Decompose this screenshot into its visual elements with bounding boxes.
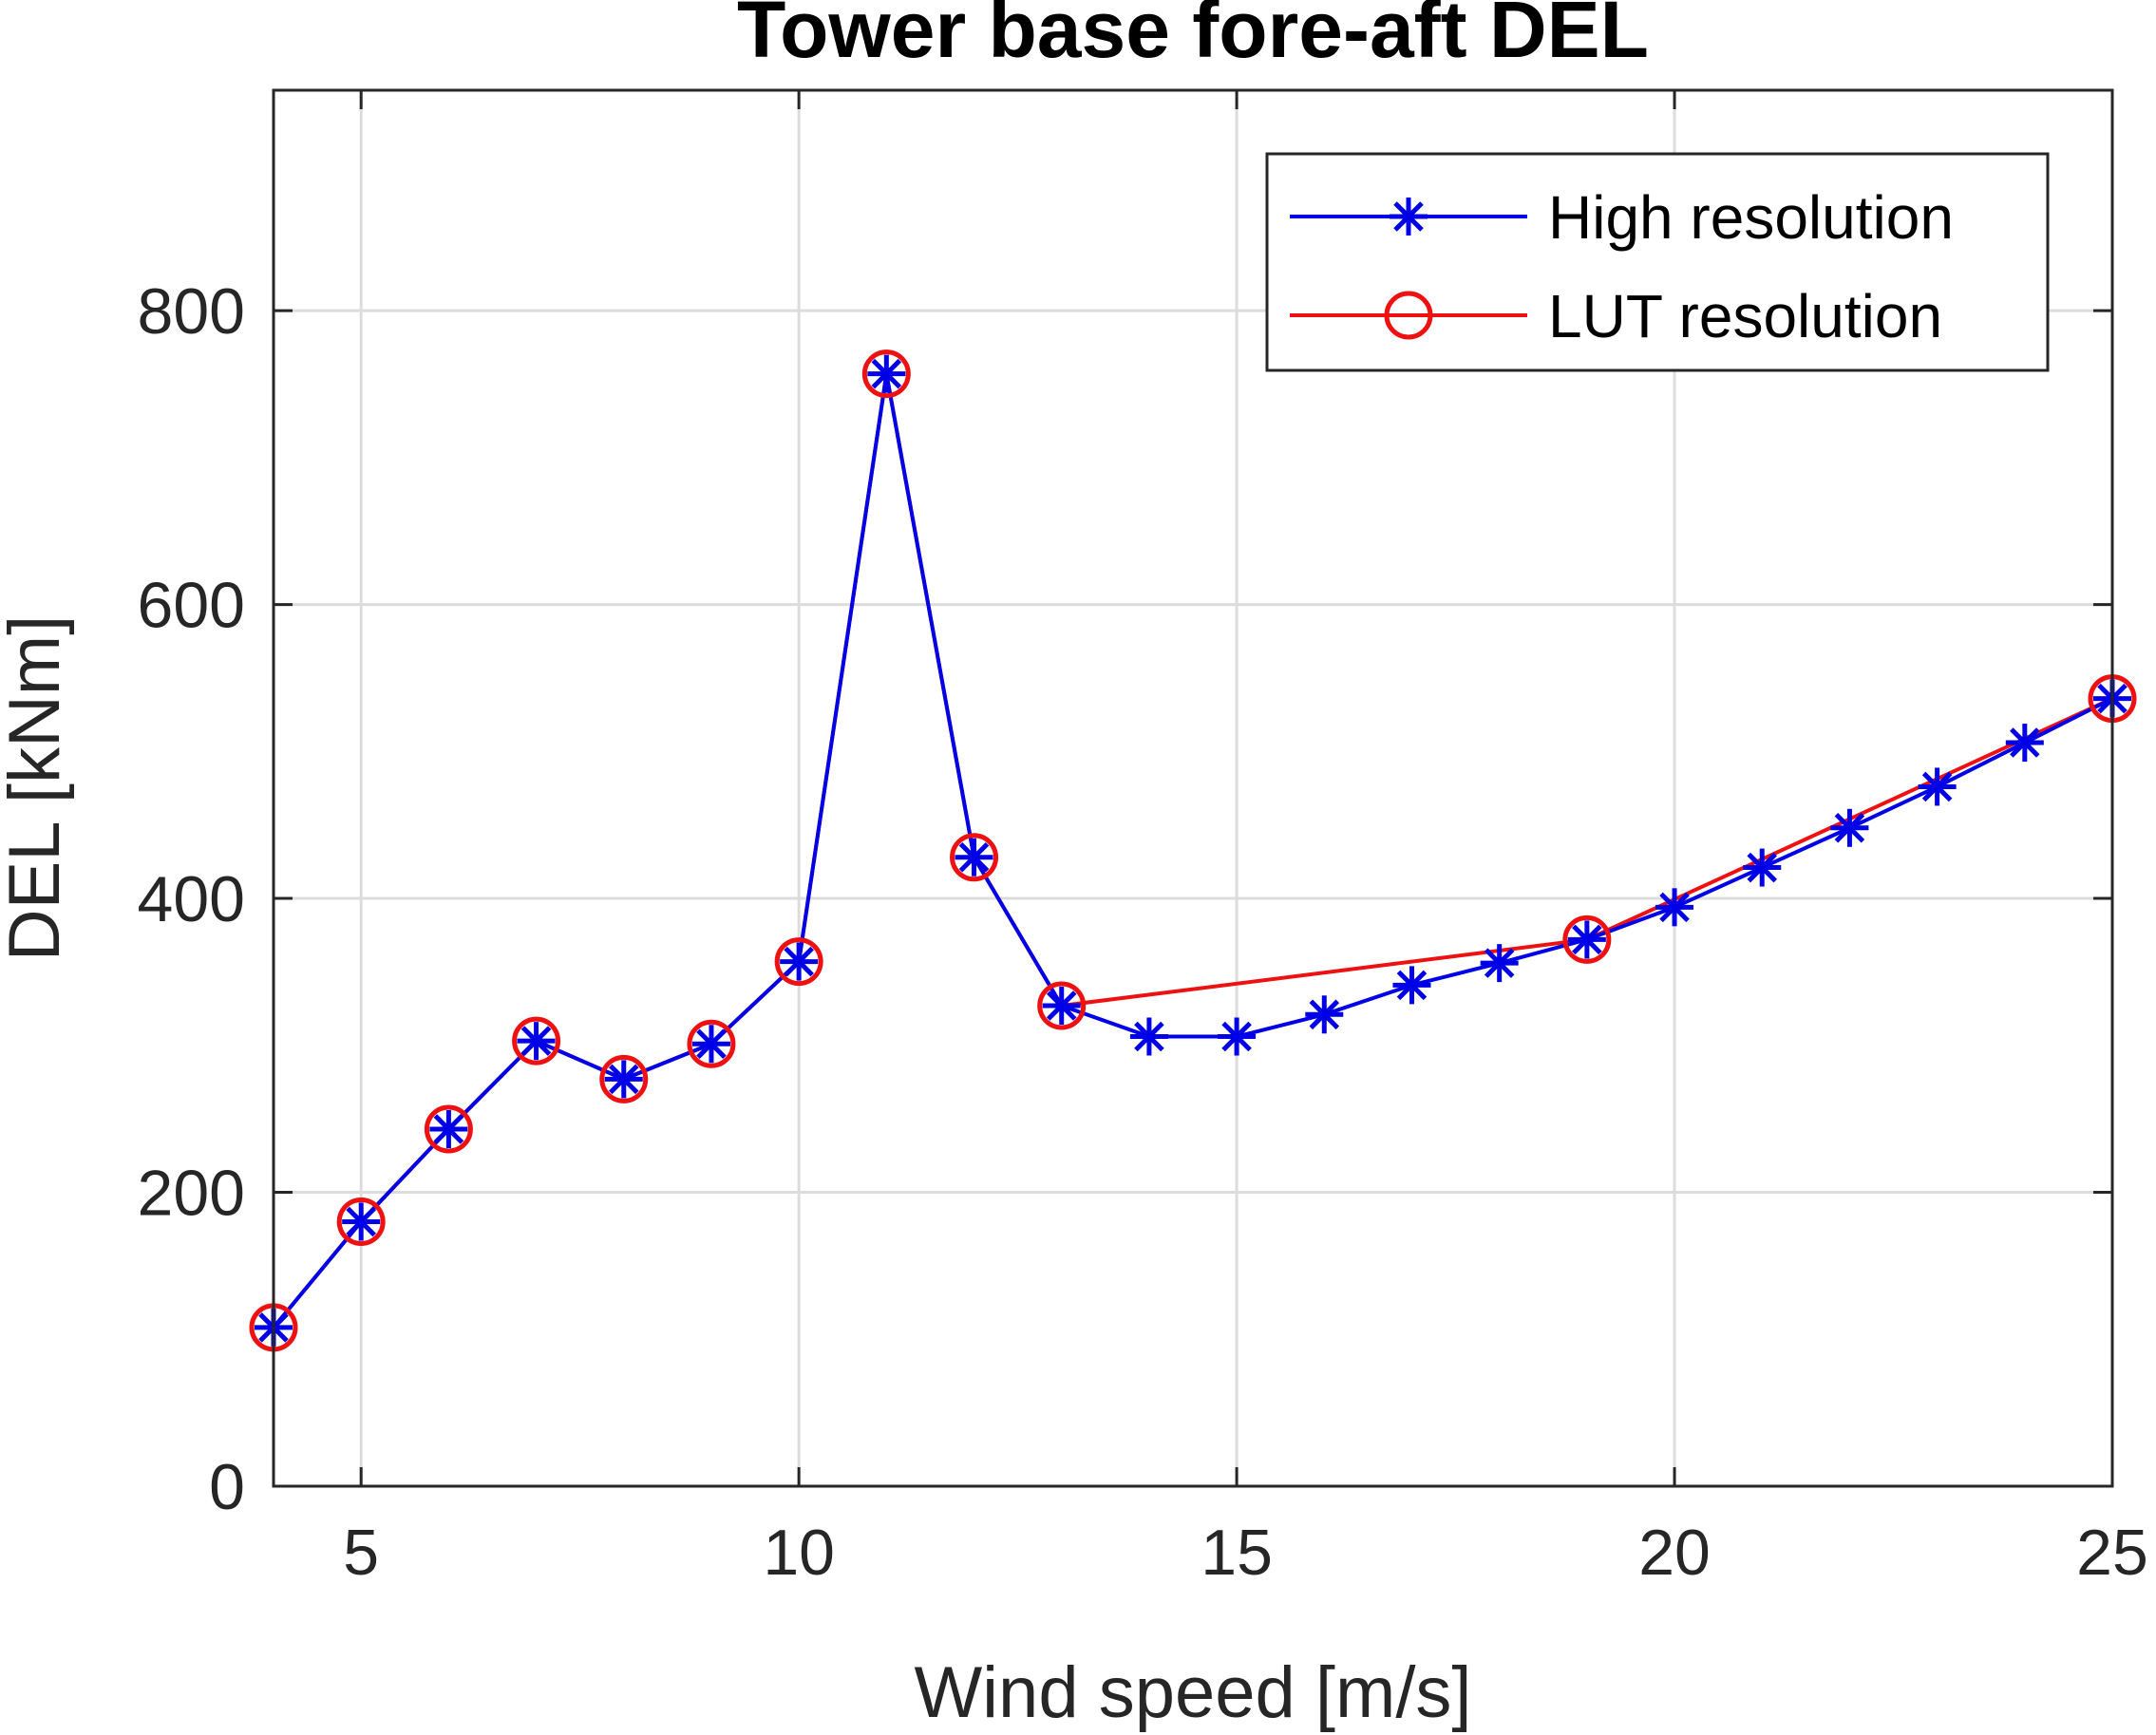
point-high-res-14 <box>1129 1017 1168 1056</box>
point-high-res-5 <box>342 1202 381 1241</box>
legend-circle <box>1384 291 1433 340</box>
legend-marker-lut-resolution <box>1384 291 1433 340</box>
point-high-res-24 <box>2005 724 2044 763</box>
point-high-res-9 <box>691 1025 730 1064</box>
legend-asterisk <box>1390 198 1428 236</box>
point-high-res-17 <box>1392 966 1431 1005</box>
point-high-res-8 <box>604 1060 643 1099</box>
y-tick-label-600: 600 <box>138 570 245 642</box>
point-high-res-11 <box>867 354 906 393</box>
x-tick-label-10: 10 <box>763 1517 835 1589</box>
point-high-res-21 <box>1743 848 1782 887</box>
point-high-res-13 <box>1042 987 1081 1026</box>
plot-frame <box>272 88 2114 1488</box>
point-lut-res-9 <box>687 1019 736 1068</box>
y-tick-label-800: 800 <box>138 275 245 348</box>
point-lut-res-19 <box>1562 915 1612 964</box>
point-lut-res-12 <box>950 833 999 882</box>
point-lut-res-5 <box>336 1197 386 1246</box>
y-tick-label-200: 200 <box>138 1158 245 1230</box>
point-lut-res-11 <box>861 349 911 399</box>
point-high-res-20 <box>1655 888 1694 927</box>
point-high-res-18 <box>1480 944 1519 983</box>
point-high-res-22 <box>1830 808 1869 847</box>
point-high-res-7 <box>517 1022 556 1061</box>
point-high-res-19 <box>1567 920 1606 959</box>
point-lut-res-6 <box>424 1104 473 1154</box>
x-tick-label-20: 20 <box>1638 1517 1711 1589</box>
point-lut-res-13 <box>1037 981 1087 1030</box>
point-high-res-23 <box>1918 767 1957 806</box>
series-line-0 <box>272 371 2113 1330</box>
y-axis-label: DEL [kNm] <box>0 615 75 962</box>
point-high-res-16 <box>1305 995 1344 1034</box>
point-lut-res-10 <box>774 937 823 987</box>
y-tick-label-0: 0 <box>209 1451 245 1523</box>
chart-title: Tower base fore-aft DEL <box>737 0 1649 74</box>
legend-label-high-resolution: High resolution <box>1548 183 1954 252</box>
legend-label-lut-resolution: LUT resolution <box>1548 282 1942 350</box>
legend: High resolution LUT resolution <box>1265 152 2050 372</box>
point-lut-res-7 <box>512 1016 561 1066</box>
point-high-res-10 <box>780 942 819 981</box>
x-tick-label-5: 5 <box>343 1517 379 1589</box>
series-layer <box>249 349 2137 1352</box>
point-high-res-6 <box>429 1109 468 1148</box>
point-high-res-15 <box>1218 1017 1257 1056</box>
point-high-res-12 <box>955 838 993 877</box>
y-tick-label-400: 400 <box>138 863 245 935</box>
legend-marker-high-resolution <box>1390 198 1428 236</box>
ticks: 5 10 15 20 25 0 200 400 600 800 <box>138 90 2148 1589</box>
x-tick-label-25: 25 <box>2076 1517 2148 1589</box>
x-axis-label: Wind speed [m/s] <box>914 1652 1471 1733</box>
point-lut-res-8 <box>599 1054 649 1103</box>
x-tick-label-15: 15 <box>1201 1517 1273 1589</box>
